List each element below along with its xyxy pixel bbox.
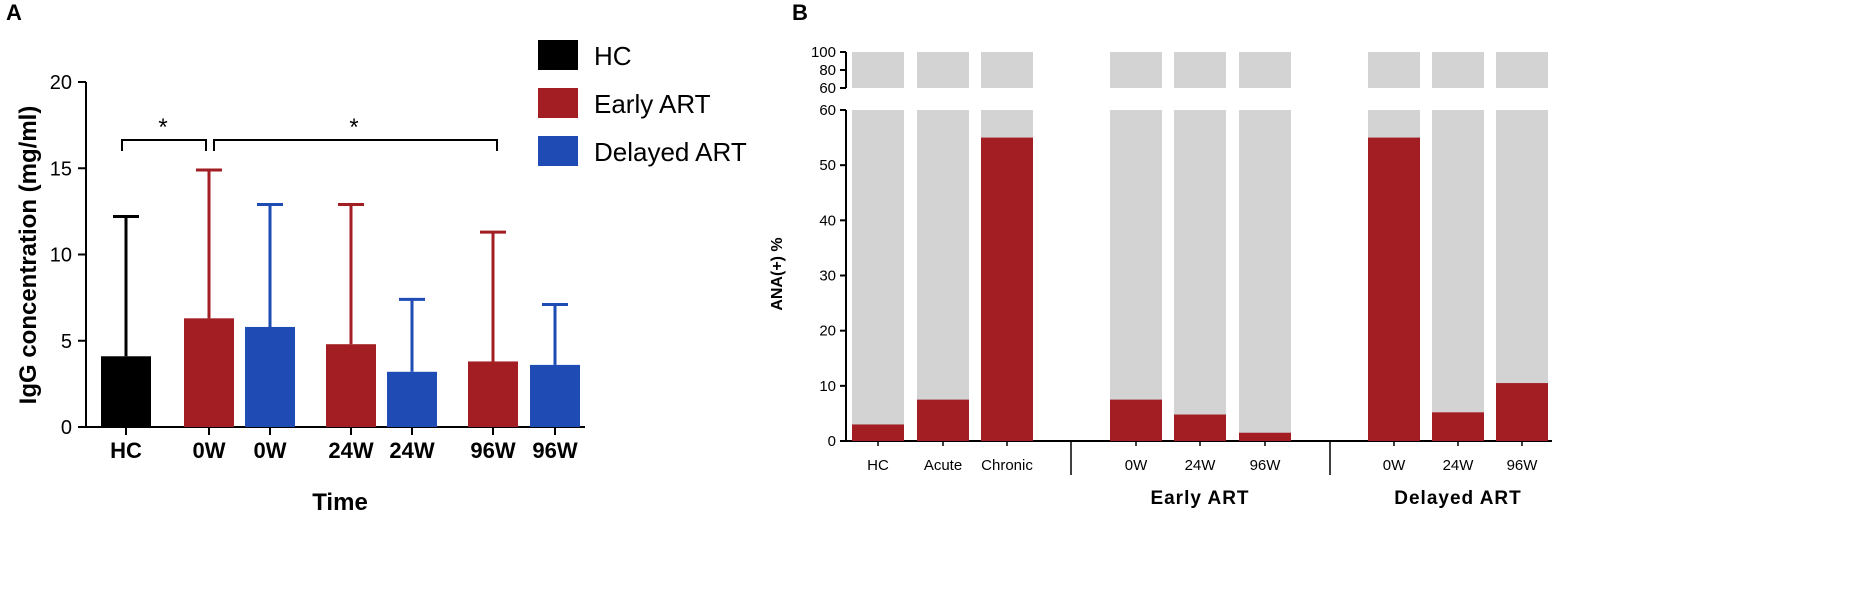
panel-b-bar-negative-upper [1174,52,1226,88]
panel-b-category-label: 96W [1507,457,1539,474]
panel-a-category-label: 96W [470,438,515,463]
panel-b-category-label: 0W [1383,457,1406,474]
panel-letter-b: B [792,0,808,25]
panel-a-y-tick-label: 15 [50,158,72,180]
panel-a-bar [468,361,518,427]
panel-a-category-label: 0W [254,438,287,463]
panel-b-bar-negative [852,110,904,441]
panel-a-y-tick-label: 0 [61,417,72,439]
panel-b-category-label: Acute [924,457,962,474]
panel-b-bar-negative [917,110,969,441]
panel-b-y-tick-label: 80 [819,62,836,79]
panel-b-bar-negative-upper [917,52,969,88]
panel-a-category-label: 0W [193,438,226,463]
legend-label: HC [594,41,632,71]
significance-star: * [158,114,167,141]
panel-b-y-tick-label: 60 [819,80,836,97]
panel-b-bar-negative [1432,110,1484,441]
panel-b-category-label: Chronic [981,457,1033,474]
panel-b-bar-negative [1110,110,1162,441]
panel-b-y-tick-label: 20 [819,323,836,340]
panel-b-category-label: 24W [1185,457,1217,474]
panel-b-group-label-delayed: Delayed ART [1394,488,1522,509]
panel-a-bar [530,364,580,427]
panel-a-bar [387,371,437,427]
panel-a-chart: 0 5 10 15 20 HC 0W 0W 24W 24W 96W 96W * * HC Early ART D… [50,40,747,463]
panel-b-category-label: HC [867,457,889,474]
panel-b-bar-positive [1432,412,1484,441]
legend-swatch [538,136,578,166]
panel-b-category-label: 0W [1125,457,1148,474]
panel-b-bar-positive [852,424,904,441]
panel-b-bar-negative-upper [981,52,1033,88]
panel-a-category-label: 24W [389,438,434,463]
panel-a-y-axis-title: IgG concentration (mg/ml) [15,106,42,405]
panel-b-bar-positive [1174,414,1226,441]
significance-bracket [213,139,498,151]
panel-b-category-label: 96W [1250,457,1282,474]
panel-b-y-axis-title: ANA(+) % [769,237,786,310]
panel-b-bar-positive [1239,432,1291,441]
panel-b-bar-negative-upper [1110,52,1162,88]
panel-a-bar [326,344,376,427]
panel-b-bar-positive [917,399,969,441]
panel-b-y-tick-label: 40 [819,212,836,229]
panel-a-y-tick-label: 5 [61,331,72,353]
panel-b-bar-negative-upper [852,52,904,88]
panel-b-bar-positive [1496,383,1548,441]
legend-swatch [538,40,578,70]
panel-a-y-tick-label: 20 [50,72,72,94]
panel-a-x-axis-title: Time [312,489,368,516]
panel-b-category-label: 24W [1443,457,1475,474]
panel-b-bar-negative [1174,110,1226,441]
significance-bracket [121,139,207,151]
panel-b-bar-negative-upper [1368,52,1420,88]
legend-swatch [538,88,578,118]
panel-b-bar-positive [1368,137,1420,442]
panel-b-bar-negative-upper [1432,52,1484,88]
panel-b-y-tick-label: 50 [819,157,836,174]
panel-a-category-label: 96W [532,438,577,463]
panel-b-bar-positive [1110,399,1162,441]
legend-label: Early ART [594,89,711,119]
panel-b-y-tick-label: 30 [819,268,836,285]
panel-b-y-tick-label: 100 [811,44,836,61]
panel-letter-a: A [6,0,22,25]
panel-b-bar-positive [981,137,1033,442]
significance-star: * [349,114,358,141]
legend-label: Delayed ART [594,137,747,167]
panel-b-y-tick-label: 60 [819,102,836,119]
panel-a-category-label: HC [110,438,142,463]
panel-b-bar-negative [1239,110,1291,441]
panel-b-group-label-early: Early ART [1150,488,1249,509]
panel-a-category-label: 24W [328,438,373,463]
panel-b-bar-negative-upper [1239,52,1291,88]
panel-a-y-tick-label: 10 [50,245,72,267]
panel-b-bar-negative-upper [1496,52,1548,88]
panel-a-bar [245,326,295,427]
panel-a-bar [101,356,151,427]
panel-a-bar [184,318,234,427]
panel-b-y-tick-label: 10 [819,378,836,395]
panel-b-y-tick-label: 0 [828,433,836,450]
